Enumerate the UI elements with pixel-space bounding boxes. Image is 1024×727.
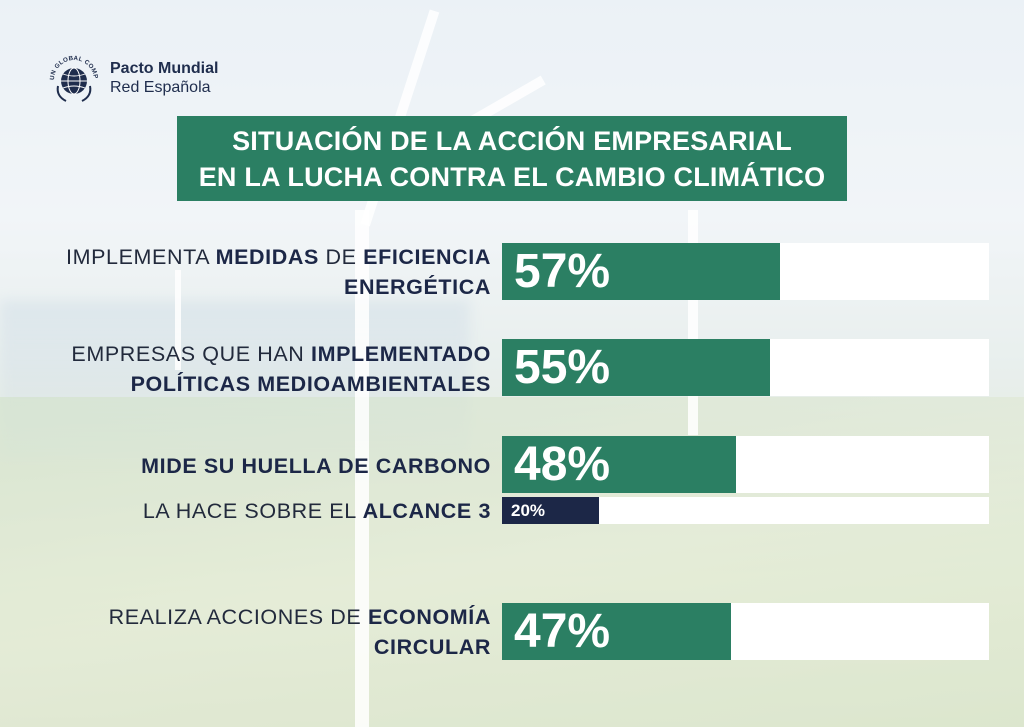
logo-subtitle: Red Española	[110, 79, 211, 96]
logo-title: Pacto Mundial	[110, 60, 219, 77]
bar-label-economia: REALIZA ACCIONES DE ECONOMÍA CIRCULAR	[108, 605, 491, 659]
bar-label-huella: MIDE SU HUELLA DE CARBONO	[141, 454, 491, 478]
bar-track: 47%	[502, 603, 989, 660]
bar	[502, 243, 780, 300]
bar-track: 57%	[502, 243, 989, 300]
bar-label-alcance: LA HACE SOBRE EL ALCANCE 3	[142, 499, 491, 523]
bar-value-label: 48%	[514, 438, 611, 491]
bar-value-label: 55%	[514, 341, 611, 394]
un-global-compact-emblem: UN GLOBAL COMPACT	[46, 50, 99, 102]
bar	[502, 339, 770, 396]
bar-value-label: 47%	[514, 605, 611, 658]
logo: UN GLOBAL COMPACT Pacto Mundial Red Espa…	[46, 50, 218, 106]
bar-value-label: 57%	[514, 245, 611, 298]
bar-value-label: 20%	[511, 501, 546, 520]
bar	[502, 497, 600, 524]
bar-track: 20%	[502, 497, 989, 524]
bar	[502, 436, 736, 493]
chart-title-line-1: SITUACIÓN DE LA ACCIÓN EMPRESARIAL	[232, 125, 792, 156]
bar-track: 48%	[502, 436, 989, 493]
bar-label-politicas: EMPRESAS QUE HAN IMPLEMENTADO POLÍTICAS …	[71, 342, 491, 396]
bar	[502, 603, 731, 660]
bar-track: 55%	[502, 339, 989, 396]
chart-title-line-2: EN LA LUCHA CONTRA EL CAMBIO CLIMÁTICO	[198, 161, 826, 192]
chart-title-box: SITUACIÓN DE LA ACCIÓN EMPRESARIAL EN LA…	[177, 116, 847, 201]
bar-label-eficiencia: IMPLEMENTA MEDIDAS DE EFICIENCIA ENERGÉT…	[66, 245, 491, 299]
